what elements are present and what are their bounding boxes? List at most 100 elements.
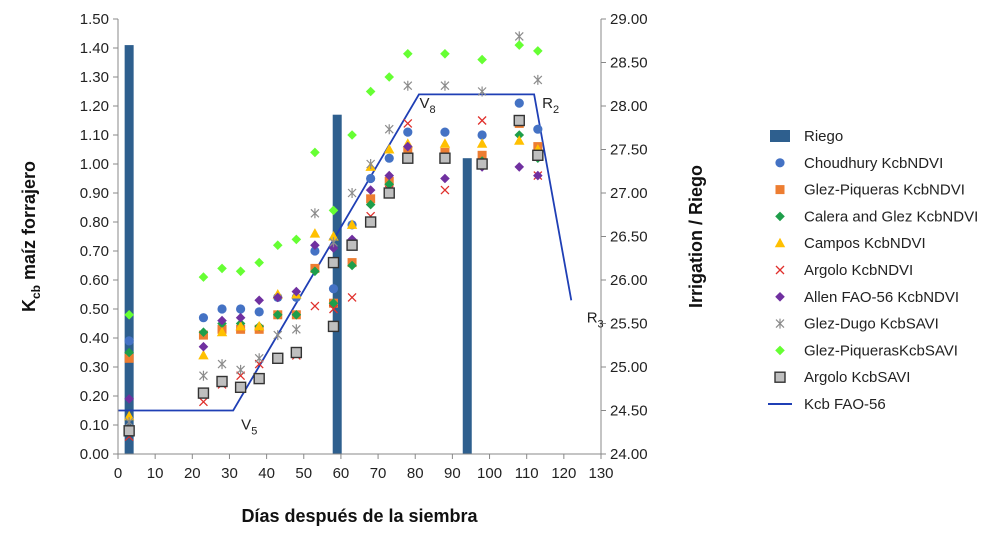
calera-and-glez-kcbndvi-point bbox=[124, 347, 134, 358]
allen-fao-56-kcbndvi-point-shape bbox=[328, 243, 339, 253]
glez-dugo-kcbsavi-point bbox=[236, 364, 246, 375]
calera-and-glez-kcbndvi-point-shape bbox=[291, 310, 302, 320]
glez-dugo-kcbsavi-point-shape bbox=[273, 330, 283, 341]
allen-fao-56-kcbndvi-point-shape bbox=[291, 286, 302, 297]
legend-label: Glez-Piqueras KcbNDVI bbox=[804, 182, 965, 199]
x-tick-label: 110 bbox=[515, 465, 539, 482]
allen-fao-56-kcbndvi-point bbox=[198, 341, 209, 352]
glez-dugo-kcbsavi-point bbox=[217, 359, 227, 370]
choudhury-kcbndvi-point-shape bbox=[328, 284, 339, 294]
choudhury-kcbndvi-point-shape bbox=[366, 173, 376, 184]
argolo-kcbsavi-point-shape bbox=[327, 320, 340, 333]
glez-dugo-kcbsavi-point bbox=[366, 159, 376, 169]
y-tick-label: 1.50 bbox=[80, 11, 109, 28]
glez-piqueraskcbsavi-point bbox=[347, 130, 357, 140]
y-tick-label: 0.30 bbox=[80, 359, 109, 376]
argolo-kcbndvi-point-shape bbox=[347, 292, 357, 302]
stage-label: V8 bbox=[420, 95, 436, 116]
calera-and-glez-kcbndvi-point bbox=[365, 199, 376, 210]
argolo-kcbsavi-point-shape bbox=[513, 114, 525, 127]
y-tick-label: 1.10 bbox=[80, 127, 109, 144]
choudhury-kcbndvi-point-shape bbox=[533, 124, 543, 134]
y-axis-title-rest: maíz forrajero bbox=[19, 161, 39, 285]
allen-fao-56-kcbndvi-point-shape bbox=[235, 312, 246, 323]
choudhury-kcbndvi-point bbox=[254, 307, 264, 317]
legend-argolo-kcbndvi-swatch-shape bbox=[775, 265, 785, 275]
allen-fao-56-kcbndvi-point-shape bbox=[403, 141, 413, 152]
stage-label-main: R bbox=[587, 309, 598, 326]
argolo-kcbndvi-point bbox=[329, 304, 338, 314]
campos-kcbndvi-point bbox=[216, 326, 228, 337]
y-tick-label: 0.90 bbox=[80, 185, 109, 202]
stage-label-sub: 5 bbox=[251, 426, 257, 438]
glez-piqueraskcbsavi-point-shape bbox=[124, 310, 134, 320]
glez-dugo-kcbsavi-point bbox=[403, 80, 413, 91]
stage-label-sub: 8 bbox=[430, 104, 436, 116]
allen-fao-56-kcbndvi-point-shape bbox=[217, 315, 227, 326]
legend-campos-kcbndvi-swatch-shape bbox=[774, 237, 786, 248]
argolo-kcbndvi-point bbox=[310, 301, 320, 311]
y-tick-label: 0.50 bbox=[80, 301, 109, 318]
campos-kcbndvi-point bbox=[235, 320, 246, 331]
argolo-kcbsavi-point bbox=[383, 187, 395, 199]
y-tick-label: 1.30 bbox=[80, 69, 109, 86]
y-tick-label: 0.80 bbox=[80, 214, 109, 231]
glez-dugo-kcbsavi-point-shape bbox=[291, 324, 301, 335]
campos-kcbndvi-point-shape bbox=[235, 320, 246, 331]
campos-kcbndvi-point bbox=[198, 349, 209, 360]
allen-fao-56-kcbndvi-point-shape bbox=[384, 170, 395, 181]
legend-calera-and-glez-kcbndvi-swatch bbox=[775, 211, 785, 222]
x-tick-label: 80 bbox=[407, 465, 424, 482]
glez-piqueras-kcbndvi-point-shape bbox=[440, 147, 450, 157]
choudhury-kcbndvi-point-shape bbox=[124, 336, 134, 346]
x-tick-label: 120 bbox=[551, 465, 576, 482]
legend-label: Glez-Dugo KcbSAVI bbox=[804, 316, 939, 333]
glez-piqueraskcbsavi-point bbox=[124, 310, 134, 320]
glez-piqueraskcbsavi-point bbox=[403, 49, 413, 59]
y-tick-label: 0.40 bbox=[80, 330, 109, 347]
choudhury-kcbndvi-point bbox=[236, 304, 246, 314]
argolo-kcbsavi-point-shape bbox=[234, 381, 247, 393]
choudhury-kcbndvi-point-shape bbox=[477, 130, 487, 140]
kcb-fao56-line-group bbox=[118, 93, 573, 412]
glez-dugo-kcbsavi-point-shape bbox=[254, 353, 264, 364]
campos-kcbndvi-point bbox=[439, 138, 451, 148]
stage-label-main: V bbox=[420, 95, 430, 112]
calera-and-glez-kcbndvi-point-shape bbox=[384, 179, 395, 190]
glez-piqueraskcbsavi-point-shape bbox=[198, 272, 209, 282]
glez-piqueraskcbsavi-point-shape bbox=[272, 240, 283, 250]
legend-allen-fao-56-kcbndvi-swatch-shape bbox=[775, 292, 785, 302]
x-tick-label: 70 bbox=[370, 465, 387, 482]
glez-dugo-kcbsavi-point bbox=[440, 80, 450, 91]
glez-piqueraskcbsavi-point-shape bbox=[365, 86, 376, 97]
x-tick-label: 0 bbox=[114, 465, 122, 482]
glez-piqueras-kcbndvi-point bbox=[366, 194, 376, 204]
calera-and-glez-kcbndvi-point bbox=[291, 310, 302, 320]
x-tick-label: 40 bbox=[258, 465, 275, 482]
y-axis-title-sub: cb bbox=[29, 285, 43, 299]
glez-piqueraskcbsavi-point-shape bbox=[347, 130, 357, 140]
glez-piqueraskcbsavi-point bbox=[328, 205, 339, 216]
legend-label: Campos KcbNDVI bbox=[804, 235, 926, 252]
stage-label-main: R bbox=[542, 95, 553, 112]
y2-tick-label: 29.00 bbox=[610, 11, 648, 28]
glez-piqueras-kcbndvi-point-shape bbox=[366, 194, 376, 204]
glez-dugo-kcbsavi-point-shape bbox=[366, 159, 376, 169]
allen-fao-56-kcbndvi-point bbox=[235, 312, 246, 323]
choudhury-kcbndvi-point bbox=[198, 313, 209, 323]
choudhury-kcbndvi-point bbox=[310, 246, 320, 256]
campos-kcbndvi-point-shape bbox=[384, 144, 395, 154]
glez-dugo-kcbsavi-point bbox=[533, 74, 543, 85]
glez-dugo-kcbsavi-point bbox=[310, 208, 320, 219]
glez-dugo-kcbsavi-point bbox=[477, 86, 487, 97]
legend-argolo-kcbsavi-swatch bbox=[774, 371, 786, 383]
campos-kcbndvi-point bbox=[384, 144, 395, 154]
x-tick-label: 10 bbox=[147, 465, 164, 482]
choudhury-kcbndvi-point bbox=[403, 127, 413, 137]
glez-dugo-kcbsavi-point-shape bbox=[384, 124, 394, 135]
choudhury-kcbndvi-point-shape bbox=[384, 153, 394, 163]
legend-label: Choudhury KcbNDVI bbox=[804, 155, 943, 172]
allen-fao-56-kcbndvi-point-shape bbox=[440, 173, 450, 184]
glez-piqueraskcbsavi-point bbox=[514, 40, 525, 50]
stage-label-sub: 2 bbox=[553, 104, 559, 116]
